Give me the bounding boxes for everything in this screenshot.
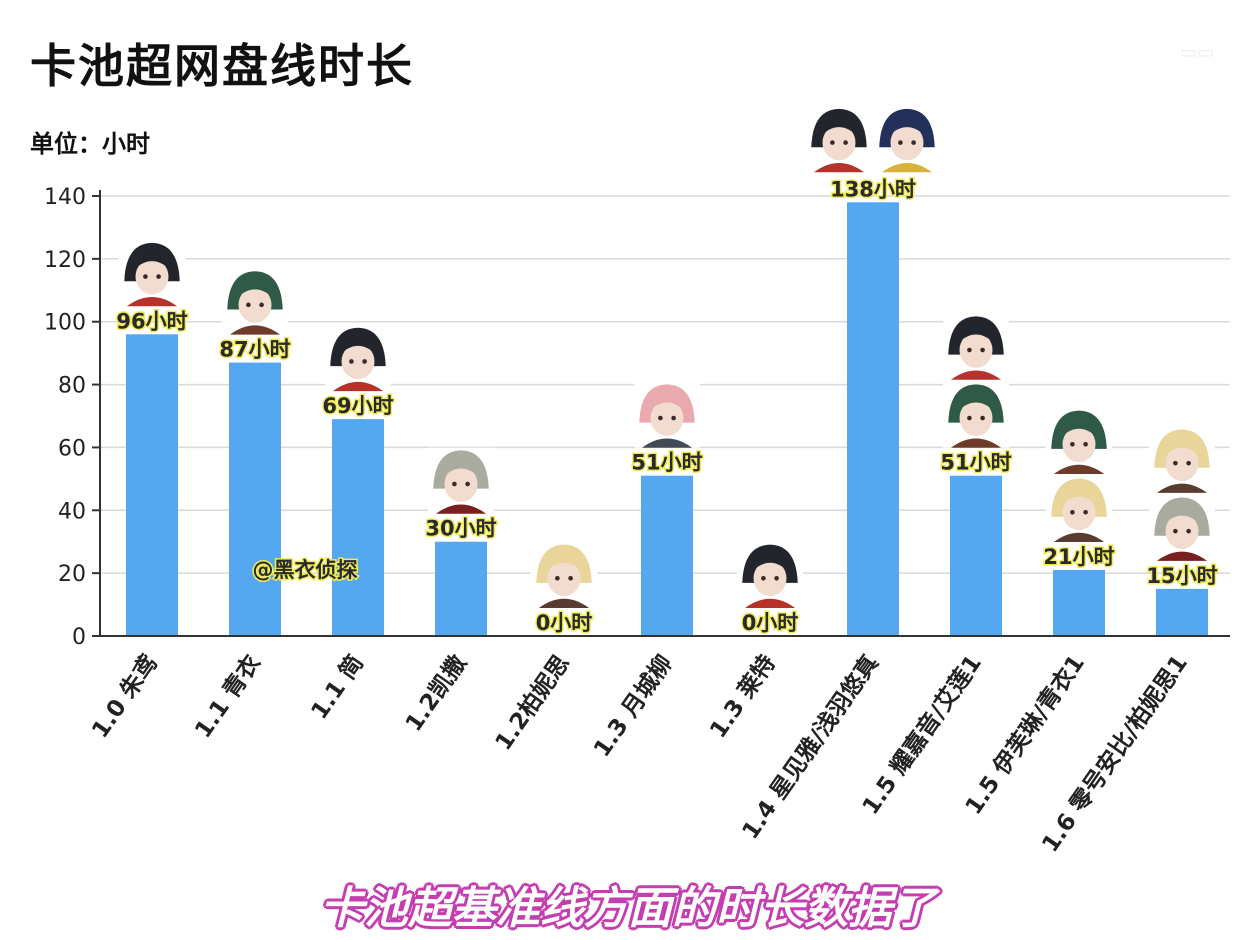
x-category-label: 1.3 莱特 xyxy=(705,651,781,744)
bar-value-label: 51小时 xyxy=(940,451,1011,475)
character-avatar-icon xyxy=(806,106,872,173)
bar xyxy=(1053,570,1105,636)
character-avatar-icon xyxy=(943,381,1009,448)
x-category-label: 1.0 朱鸢 xyxy=(86,650,162,743)
character-avatar-icon xyxy=(1046,476,1112,542)
bar xyxy=(847,202,899,637)
character-avatar-icon xyxy=(428,447,494,514)
video-subtitle: 卡池超基准线方面的时长数据了 xyxy=(320,883,936,934)
character-avatar-icon xyxy=(737,542,803,608)
bar-value-label: 51小时 xyxy=(631,451,702,475)
y-tick-label: 0 xyxy=(72,625,86,650)
watermark-mark: ▭▭ xyxy=(1180,42,1215,63)
bar xyxy=(950,475,1002,636)
bar-value-label: 138小时 xyxy=(830,177,916,201)
y-tick-label: 100 xyxy=(44,311,86,336)
y-tick-label: 120 xyxy=(44,248,86,273)
bar-value-label: 96小时 xyxy=(116,309,187,333)
character-avatar-icon xyxy=(1046,408,1112,474)
bar-value-label: 0小时 xyxy=(536,611,593,635)
y-tick-label: 80 xyxy=(58,374,86,399)
bar xyxy=(126,334,178,636)
character-avatar-icon xyxy=(222,268,288,335)
axis-layer: 0 20 40 60 80 100 120 140 xyxy=(44,185,1230,650)
bar-value-label: 30小时 xyxy=(425,517,496,541)
bar xyxy=(641,475,693,636)
x-category-label: 1.2凯撒 xyxy=(400,649,472,736)
bar-value-label: 21小时 xyxy=(1043,545,1114,569)
character-avatar-icon xyxy=(874,106,940,173)
chart-title: 卡池超网盘线时长 xyxy=(30,39,414,93)
bar xyxy=(435,541,487,636)
bar xyxy=(332,419,384,636)
y-tick-label: 60 xyxy=(58,436,86,461)
x-category-label: 1.2柏妮思 xyxy=(490,650,575,755)
bar xyxy=(1156,588,1208,636)
character-avatar-icon xyxy=(1149,494,1215,561)
character-avatar-icon xyxy=(1149,426,1215,493)
character-avatar-icon xyxy=(531,542,597,608)
y-tick-label: 20 xyxy=(58,562,86,587)
unit-label: 单位：小时 xyxy=(30,130,150,158)
bar-value-label: 0小时 xyxy=(742,611,799,635)
bar-value-label: 15小时 xyxy=(1146,564,1217,588)
bar xyxy=(229,362,281,636)
bars-layer xyxy=(126,202,1208,637)
character-avatar-icon xyxy=(325,325,391,392)
x-category-label: 1.1 简 xyxy=(306,650,369,724)
y-tick-label: 140 xyxy=(44,185,86,210)
y-tick-label: 40 xyxy=(58,499,86,524)
character-avatar-icon xyxy=(634,381,700,448)
x-category-label: 1.1 青衣 xyxy=(189,650,265,743)
x-category-label: 1.3 月城柳 xyxy=(588,650,678,762)
character-avatar-icon xyxy=(943,313,1009,380)
author-annotation: @黑衣侦探 xyxy=(253,558,358,582)
bar-value-label: 87小时 xyxy=(219,338,290,362)
bar-value-label: 69小时 xyxy=(322,394,393,418)
character-avatar-icon xyxy=(119,240,185,307)
